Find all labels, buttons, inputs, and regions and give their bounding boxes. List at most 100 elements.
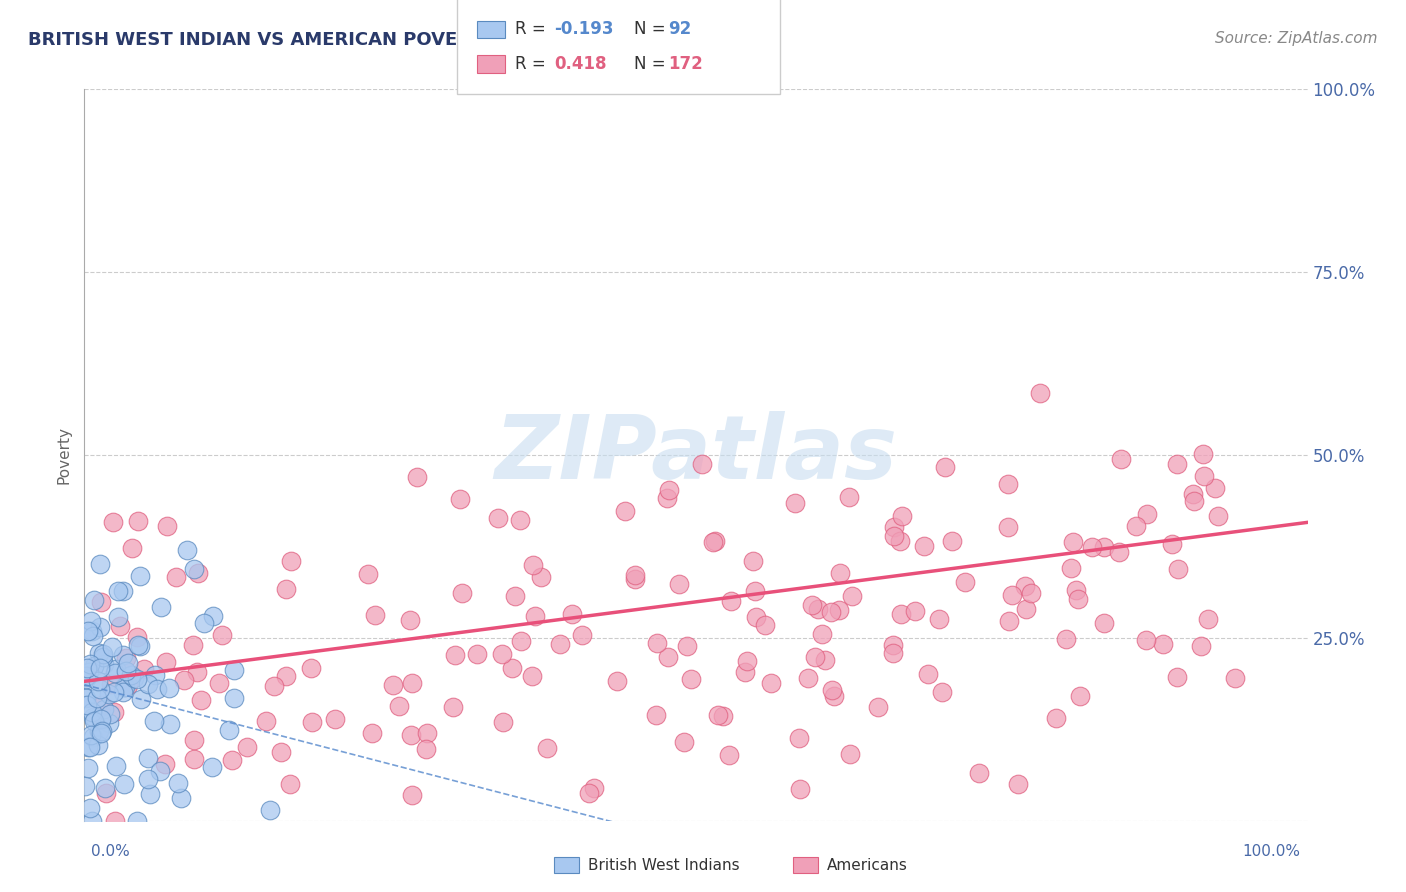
Point [789,782,811,797]
Point [77,740,100,755]
Point [89,681,111,696]
Point [108,619,131,633]
Point [917,667,939,681]
Point [1136,507,1159,521]
Point [717,747,740,762]
Point [187,566,209,581]
Point [90,712,112,726]
Point [136,750,159,764]
Point [134,662,156,676]
Point [561,607,583,622]
Point [79,800,101,814]
Point [104,759,127,773]
Point [117,656,139,670]
Point [222,663,245,677]
Point [828,603,851,617]
Point [94,786,117,800]
Point [624,572,647,586]
Point [891,509,914,524]
Point [941,533,963,548]
Point [536,741,558,756]
Point [807,602,830,616]
Point [1109,451,1132,466]
Point [1069,689,1091,703]
Point [129,692,152,706]
Point [278,777,301,791]
Point [1045,711,1067,725]
Point [953,574,976,589]
Text: R =: R = [515,21,551,38]
Point [104,814,127,828]
Point [883,520,905,534]
Point [117,678,139,692]
Point [492,714,515,729]
Point [415,726,437,740]
Point [441,700,464,714]
Point [759,676,782,690]
Point [104,666,127,681]
Point [82,629,104,643]
Text: 0.418: 0.418 [554,55,606,73]
Point [821,683,844,698]
Point [520,669,543,683]
Point [1166,670,1188,684]
Point [166,776,188,790]
Text: 172: 172 [668,55,703,73]
Point [797,671,820,685]
Point [76,670,98,684]
Point [101,515,124,529]
Point [76,661,98,675]
Point [1167,562,1189,576]
Point [1161,537,1184,551]
Point [814,653,837,667]
Point [357,567,380,582]
Point [173,673,195,688]
Text: British West Indians: British West Indians [588,858,740,872]
Point [503,589,526,603]
Point [90,595,112,609]
Point [364,607,387,622]
Point [811,626,834,640]
Point [100,707,122,722]
Point [820,605,842,619]
Point [406,470,429,484]
Point [841,589,863,603]
Point [100,640,122,654]
Point [931,685,953,699]
Point [401,675,423,690]
Point [883,528,905,542]
Point [120,668,142,682]
Point [828,566,851,581]
Point [156,518,179,533]
Point [745,609,768,624]
Text: BRITISH WEST INDIAN VS AMERICAN POVERTY CORRELATION CHART: BRITISH WEST INDIAN VS AMERICAN POVERTY … [28,31,717,49]
Point [89,558,111,572]
Point [183,752,205,766]
Point [742,554,765,568]
Point [112,777,135,791]
Y-axis label: Poverty: Poverty [56,425,72,484]
Point [1192,469,1215,483]
Point [1181,487,1204,501]
Point [259,803,281,817]
Point [1067,591,1090,606]
Point [90,726,112,740]
Point [80,728,103,742]
Point [176,542,198,557]
Point [720,594,742,608]
Point [381,678,404,692]
Point [211,628,233,642]
Point [398,613,420,627]
Point [673,735,696,749]
Point [707,708,730,723]
Point [107,610,129,624]
Point [465,647,488,661]
Point [904,604,927,618]
Point [159,681,181,696]
Point [645,636,668,650]
Point [170,790,193,805]
Point [136,772,159,786]
Point [1125,519,1147,533]
Text: Americans: Americans [827,858,908,872]
Point [1197,612,1219,626]
